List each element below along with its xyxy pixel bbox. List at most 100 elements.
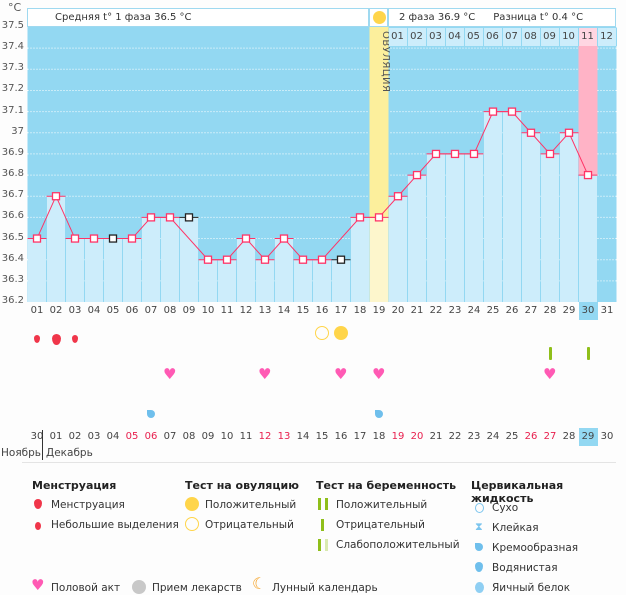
cycle-day[interactable]: 02 [49, 305, 63, 316]
calendar-date[interactable]: 30 [600, 431, 614, 442]
phase1-average: Средняя t° 1 фаза 36.5 °C [55, 12, 192, 23]
phase2-average: 2 фаза 36.9 °C [399, 12, 476, 23]
calendar-date[interactable]: 11 [239, 431, 253, 442]
cycle-day[interactable]: 23 [448, 305, 462, 316]
legend-fluid-watery: Водянистая [492, 562, 558, 574]
ovulation-test-icon[interactable] [315, 326, 329, 340]
phase2-day: 10 [559, 28, 579, 46]
calendar-date[interactable]: 25 [505, 431, 519, 442]
heart-icon[interactable]: ♥ [543, 365, 557, 383]
calendar-date[interactable]: 17 [353, 431, 367, 442]
calendar-date[interactable]: 30 [30, 431, 44, 442]
calendar-date[interactable]: 24 [486, 431, 500, 442]
heart-icon[interactable]: ♥ [334, 365, 348, 383]
calendar-date[interactable]: 28 [562, 431, 576, 442]
cycle-day[interactable]: 13 [258, 305, 272, 316]
heart-icon[interactable]: ♥ [163, 365, 177, 383]
temperature-chart: ОВУЛЯЦИЯ [27, 27, 617, 302]
calendar-date[interactable]: 09 [201, 431, 215, 442]
calendar-date[interactable]: 10 [220, 431, 234, 442]
cycle-day[interactable]: 31 [600, 305, 614, 316]
temperature-bar [465, 153, 483, 302]
calendar-date[interactable]: 18 [372, 431, 386, 442]
legend-pregnancy-title: Тест на беременность [316, 479, 457, 492]
calendar-date[interactable]: 05 [125, 431, 139, 442]
cycle-day[interactable]: 04 [87, 305, 101, 316]
calendar-date[interactable]: 22 [448, 431, 462, 442]
pregnancy-test-icon[interactable] [548, 347, 552, 360]
legend-pregnancy-faint: Слабоположительный [336, 539, 460, 551]
cycle-day[interactable]: 10 [201, 305, 215, 316]
calendar-date[interactable]: 14 [296, 431, 310, 442]
cycle-day[interactable]: 16 [315, 305, 329, 316]
heart-icon[interactable]: ♥ [372, 365, 386, 383]
calendar-date[interactable]: 04 [106, 431, 120, 442]
calendar-date[interactable]: 03 [87, 431, 101, 442]
calendar-date[interactable]: 08 [182, 431, 196, 442]
fluid-creamy-icon[interactable] [375, 410, 383, 418]
ovulation-test-icon[interactable] [334, 326, 348, 340]
cycle-day[interactable]: 07 [144, 305, 158, 316]
menstruation-drop-icon[interactable] [51, 333, 61, 345]
fluid-creamy-icon[interactable] [147, 410, 155, 418]
temperature-bar [47, 196, 65, 302]
cycle-day[interactable]: 18 [353, 305, 367, 316]
drop-large-icon [34, 499, 42, 509]
calendar-date[interactable]: 01 [49, 431, 63, 442]
menstruation-drop-icon[interactable] [34, 335, 40, 343]
temperature-point [241, 234, 251, 243]
heart-icon[interactable]: ♥ [258, 365, 272, 383]
cycle-day[interactable]: 14 [277, 305, 291, 316]
legend-fluid-creamy: Кремообразная [492, 542, 579, 554]
calendar-date[interactable]: 26 [524, 431, 538, 442]
cycle-day[interactable]: 09 [182, 305, 196, 316]
cycle-day[interactable]: 12 [239, 305, 253, 316]
calendar-date[interactable]: 27 [543, 431, 557, 442]
month-divider [42, 430, 43, 460]
calendar-date[interactable]: 07 [163, 431, 177, 442]
calendar-date[interactable]: 20 [410, 431, 424, 442]
temperature-point [450, 149, 460, 159]
cycle-day[interactable]: 25 [486, 305, 500, 316]
pregnancy-test-icon[interactable] [586, 347, 590, 360]
legend-ovulation-title: Тест на овуляцию [185, 479, 299, 492]
cycle-day[interactable]: 01 [30, 305, 44, 316]
cycle-day[interactable]: 11 [220, 305, 234, 316]
calendar-date[interactable]: 02 [68, 431, 82, 442]
cycle-day[interactable]: 19 [372, 305, 386, 316]
temperature-point [222, 255, 232, 264]
fluid-watery-icon [475, 562, 483, 572]
calendar-date[interactable]: 06 [144, 431, 158, 442]
calendar-date[interactable]: 15 [315, 431, 329, 442]
cycle-day[interactable]: 17 [334, 305, 348, 316]
phase2-summary: 2 фаза 36.9 °C Разница t° 0.4 °C [388, 8, 616, 27]
menstruation-drop-icon[interactable] [72, 335, 78, 343]
calendar-date[interactable]: 29 [578, 428, 598, 446]
cycle-day[interactable]: 22 [429, 305, 443, 316]
phase2-day: 05 [464, 28, 484, 46]
temperature-bar [66, 238, 84, 302]
cycle-day[interactable]: 15 [296, 305, 310, 316]
cycle-day[interactable]: 20 [391, 305, 405, 316]
calendar-date[interactable]: 19 [391, 431, 405, 442]
cycle-day[interactable]: 28 [543, 305, 557, 316]
calendar-date[interactable]: 12 [258, 431, 272, 442]
cycle-day[interactable]: 29 [562, 305, 576, 316]
calendar-date[interactable]: 16 [334, 431, 348, 442]
calendar-date[interactable]: 13 [277, 431, 291, 442]
cycle-day[interactable]: 21 [410, 305, 424, 316]
cycle-day[interactable]: 08 [163, 305, 177, 316]
legend-spotting: Небольшие выделения [51, 519, 179, 531]
cycle-day[interactable]: 24 [467, 305, 481, 316]
cycle-day[interactable]: 03 [68, 305, 82, 316]
calendar-date[interactable]: 21 [429, 431, 443, 442]
cycle-day[interactable]: 30 [578, 302, 598, 320]
y-tick-label: 37 [11, 125, 24, 137]
sun-icon [373, 11, 386, 24]
temperature-bar [484, 111, 502, 302]
cycle-day[interactable]: 26 [505, 305, 519, 316]
cycle-day[interactable]: 05 [106, 305, 120, 316]
cycle-day[interactable]: 27 [524, 305, 538, 316]
cycle-day[interactable]: 06 [125, 305, 139, 316]
calendar-date[interactable]: 23 [467, 431, 481, 442]
